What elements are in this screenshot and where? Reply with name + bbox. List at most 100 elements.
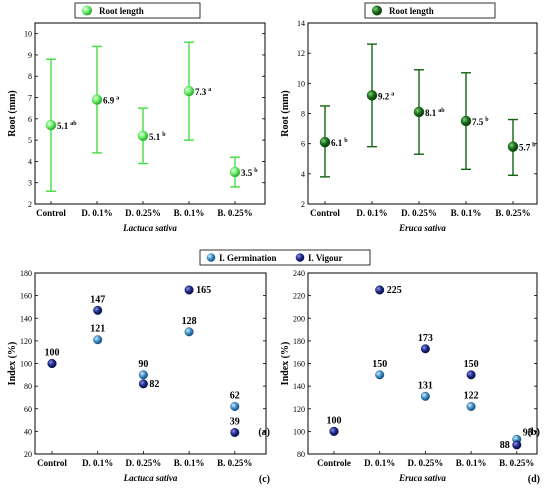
x-tick-label: B. 0.25% bbox=[217, 208, 252, 218]
x-tick-label: D. 0.25% bbox=[125, 208, 161, 218]
legend-marker bbox=[82, 5, 92, 16]
point-label: 225 bbox=[387, 285, 402, 296]
data-label: 6.9 a bbox=[103, 96, 119, 106]
chart-d: 80 100 120 140 160 180 200 220 240 Controle D. 0.1… bbox=[280, 269, 540, 485]
vigour-point bbox=[93, 305, 103, 315]
x-tick-label: D. 0.1% bbox=[356, 208, 387, 218]
point-label: 93 bbox=[523, 427, 533, 438]
y-axis-label: Index (%) bbox=[7, 342, 18, 386]
x-tick-label: D. 0.1% bbox=[82, 458, 113, 468]
germination-point bbox=[138, 370, 148, 380]
y-tick-label: 3 bbox=[28, 179, 32, 188]
point-label: 100 bbox=[327, 415, 342, 426]
y-tick-label: 8 bbox=[28, 72, 32, 81]
y-tick-label: 8 bbox=[301, 110, 305, 119]
data-point bbox=[319, 136, 331, 148]
point-label: 147 bbox=[90, 294, 105, 305]
data-point bbox=[413, 106, 425, 118]
vigour-point bbox=[329, 426, 339, 436]
y-tick-label: 140 bbox=[20, 314, 32, 323]
legend-label-vigour: I. Vigour bbox=[308, 253, 343, 263]
vigour-point bbox=[230, 428, 240, 438]
y-tick-label: 10 bbox=[24, 30, 32, 39]
y-tick-label: 9 bbox=[28, 51, 32, 60]
legend-label: Root length bbox=[99, 6, 144, 16]
legend-box bbox=[199, 249, 371, 266]
data-point bbox=[183, 85, 195, 97]
x-tick-label: B. 0.1% bbox=[174, 458, 205, 468]
point-label: 39 bbox=[230, 417, 240, 428]
x-tick-label: D. 0.1% bbox=[81, 208, 112, 218]
y-tick-label: 80 bbox=[24, 382, 32, 391]
x-tick-label: B. 0.1% bbox=[174, 208, 205, 218]
legend-marker-germination bbox=[206, 253, 216, 262]
chart-c: 20 40 60 80 100 120 140 160 180 Control D. 0.1% D. … bbox=[7, 269, 270, 485]
y-tick-label: 2 bbox=[28, 200, 32, 209]
y-tick-label: 6 bbox=[301, 140, 305, 149]
vigour-point bbox=[375, 285, 385, 295]
y-tick-label: 120 bbox=[293, 405, 305, 414]
y-tick-label: 40 bbox=[24, 427, 32, 436]
vigour-point bbox=[466, 370, 476, 380]
germination-point bbox=[375, 370, 385, 380]
panel-label: (c) bbox=[259, 474, 270, 485]
point-label: 100 bbox=[45, 348, 60, 359]
legend-box bbox=[364, 2, 496, 19]
y-tick-label: 160 bbox=[293, 360, 305, 369]
chart-b: 2 4 6 8 10 12 14 Control D. 0.1% D. 0.25% B. 0.1% B… bbox=[280, 2, 540, 438]
germination-point bbox=[230, 401, 240, 411]
plot-frame bbox=[307, 272, 538, 455]
germination-point bbox=[93, 335, 103, 345]
panel-label: (d) bbox=[528, 474, 540, 485]
x-tick-label: D. 0.25% bbox=[408, 458, 444, 468]
data-point bbox=[229, 166, 241, 178]
legend-marker bbox=[372, 5, 382, 16]
x-tick-label: Control bbox=[36, 208, 66, 218]
y-tick-label: 60 bbox=[24, 405, 32, 414]
vigour-point bbox=[512, 440, 522, 450]
y-axis-label: Root (mm) bbox=[280, 90, 291, 136]
y-tick-label: 220 bbox=[293, 292, 305, 301]
y-tick-label: 100 bbox=[293, 427, 305, 436]
point-label: 128 bbox=[182, 316, 197, 327]
x-axis-label: Lactuca sativa bbox=[122, 223, 177, 233]
legend-box bbox=[74, 2, 201, 19]
x-tick-label: Controle bbox=[317, 458, 351, 468]
y-tick-label: 80 bbox=[297, 450, 305, 459]
x-tick-label: B. 0.25% bbox=[499, 458, 534, 468]
y-tick-label: 7 bbox=[28, 94, 32, 103]
point-label: 121 bbox=[90, 324, 105, 335]
germination-point bbox=[466, 401, 476, 411]
point-label: 150 bbox=[372, 359, 387, 370]
point-label: 82 bbox=[149, 379, 159, 390]
y-tick-label: 2 bbox=[301, 200, 305, 209]
x-tick-label: D. 0.1% bbox=[364, 458, 395, 468]
data-label: 7.3 a bbox=[195, 87, 211, 97]
y-tick-label: 140 bbox=[293, 382, 305, 391]
data-label: 5.1 b bbox=[149, 132, 166, 142]
x-tick-label: B. 0.25% bbox=[217, 458, 252, 468]
y-tick-label: 20 bbox=[24, 450, 32, 459]
x-tick-label: Control bbox=[310, 208, 340, 218]
y-tick-label: 5 bbox=[28, 136, 32, 145]
legend-marker-vigour bbox=[295, 253, 305, 262]
x-axis-label: Eruca sativa bbox=[398, 223, 446, 233]
data-point bbox=[45, 119, 57, 131]
x-tick-label: Control bbox=[37, 458, 67, 468]
legend-label-germination: I. Germination bbox=[219, 253, 277, 263]
point-label: 122 bbox=[464, 390, 479, 401]
panel-label: (a) bbox=[258, 427, 270, 438]
x-tick-label: B. 0.1% bbox=[451, 208, 482, 218]
y-axis-label: Index (%) bbox=[280, 342, 291, 386]
vigour-point bbox=[420, 344, 430, 354]
data-label: 3.5 b bbox=[241, 168, 258, 178]
data-label: 9.2 a bbox=[378, 91, 394, 101]
data-label: 6.1 b bbox=[331, 138, 348, 148]
data-point bbox=[137, 130, 149, 142]
point-label: 90 bbox=[138, 359, 148, 370]
legend-label: Root length bbox=[389, 6, 434, 16]
data-point bbox=[507, 141, 519, 152]
chart-a: 2 3 4 5 6 7 8 9 10 Control D. 0.1% D. 0.25% B. 0.1% B… bbox=[7, 2, 270, 438]
x-tick-label: D. 0.25% bbox=[401, 208, 437, 218]
